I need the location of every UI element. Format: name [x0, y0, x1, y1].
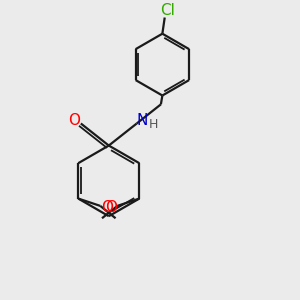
Text: N: N: [136, 113, 147, 128]
Text: H: H: [149, 118, 158, 130]
Text: Cl: Cl: [160, 3, 175, 18]
Text: O: O: [105, 200, 117, 215]
Text: O: O: [68, 113, 80, 128]
Text: O: O: [101, 200, 113, 215]
